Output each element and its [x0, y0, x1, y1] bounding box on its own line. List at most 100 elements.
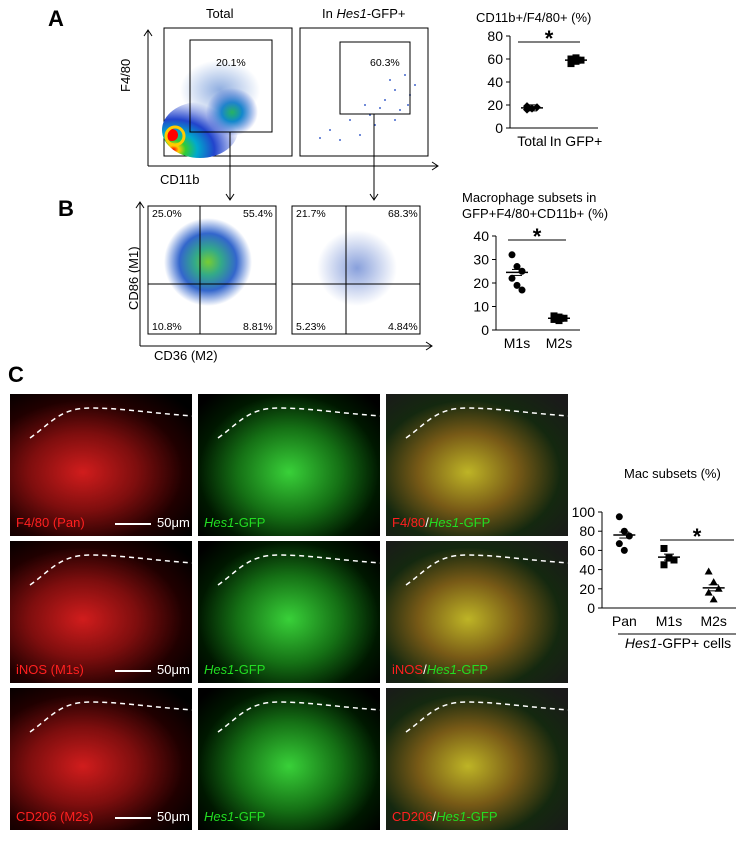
tissue-boundary [29, 701, 192, 733]
y-tick-label: 100 [572, 504, 596, 520]
data-point [518, 267, 526, 275]
y-tick-label: 40 [487, 74, 503, 90]
data-point [660, 561, 668, 569]
b2-ur: 68.3% [388, 208, 418, 220]
data-point [572, 54, 580, 62]
merge-gfp-suffix: -GFP [457, 662, 489, 677]
data-point [615, 513, 623, 521]
b2-lr: 4.84% [388, 321, 418, 333]
dashed-line [29, 407, 192, 439]
gfp-italic: Hes1 [204, 662, 235, 677]
tissue-boundary [217, 407, 380, 439]
panel-a-label: A [48, 6, 64, 31]
x-tick-label: M2s [700, 613, 726, 629]
significance-star: * [533, 224, 542, 249]
merge-gfp-italic: Hes1 [426, 662, 458, 677]
data-point [620, 527, 628, 535]
gate1-pct: 20.1% [216, 57, 246, 69]
x-tick-label: Total [517, 133, 547, 149]
merge-slash: / [432, 809, 437, 824]
merge-gfp-suffix: -GFP [459, 515, 491, 530]
data-point [620, 546, 628, 554]
data-point [518, 286, 526, 294]
data-point [567, 55, 575, 63]
data-point [709, 595, 718, 603]
plot-title-suffix: -GFP+ [366, 6, 406, 21]
micrograph-r3-c3: CD206/Hes1-GFP [386, 688, 568, 830]
micrograph-r2-c1: iNOS (M1s) 50μm [10, 541, 192, 683]
x-tick-label: In GFP+ [550, 133, 603, 149]
significance-star: * [693, 524, 702, 549]
chart-title: GFP+F4/80+CD11b+ (%) [462, 206, 608, 221]
data-point [513, 263, 521, 271]
plot-title-total: Total [206, 6, 234, 21]
x-tick-label: M2s [546, 335, 572, 351]
dashed-line [405, 407, 568, 439]
data-point [550, 312, 558, 320]
tissue-boundary [29, 554, 192, 586]
marker-label: F4/80 (Pan) [16, 515, 85, 530]
gfp-italic: Hes1 [204, 515, 235, 530]
dashed-line [29, 701, 192, 733]
micrograph-r1-c2: Hes1-GFP [198, 394, 380, 536]
panel-b-xlabel: CD36 (M2) [154, 348, 218, 363]
data-point [665, 554, 673, 562]
b1-lr: 8.81% [243, 321, 273, 333]
merge-gfp-italic: Hes1 [428, 515, 460, 530]
micrograph-label: iNOS/Hes1-GFP [392, 662, 488, 677]
plot-title-gfp: In Hes1-GFP+ [322, 6, 405, 21]
chart-c-xlabel: Hes1-GFP+ cells [625, 635, 731, 650]
merge-red-label: iNOS [392, 662, 424, 677]
gfp-dots [319, 74, 416, 141]
y-tick-label: 60 [579, 542, 595, 558]
data-point [508, 251, 516, 259]
b1-ul: 25.0% [152, 208, 182, 220]
chart-a: CD11b+/F4/80+ (%) 0 20 40 60 80 Total In GFP+ * [476, 10, 603, 149]
data-point [508, 274, 516, 282]
micrograph-r1-c1: F4/80 (Pan) 50μm [10, 394, 192, 536]
scale-bar: 50μm [115, 809, 190, 824]
merge-red-label: F4/80 [392, 515, 426, 530]
scale-bar-text: 50μm [157, 662, 190, 677]
panel-a-xlabel: CD11b [160, 172, 200, 187]
b2-ll: 5.23% [296, 321, 326, 333]
plot-title-italic: Hes1 [336, 6, 367, 21]
micrograph-label: F4/80 (Pan) [16, 515, 85, 530]
b1-ur: 55.4% [243, 208, 273, 220]
y-tick-label: 10 [473, 299, 489, 315]
data-point [513, 281, 521, 289]
tissue-boundary [217, 701, 380, 733]
significance-star: * [545, 26, 554, 51]
x-tick-label: M1s [504, 335, 530, 351]
scale-bar: 50μm [115, 662, 190, 677]
data-point [555, 313, 563, 321]
scale-bar-line [115, 669, 151, 672]
data-point [704, 567, 713, 575]
micrograph-r2-c2: Hes1-GFP [198, 541, 380, 683]
data-point [704, 588, 713, 596]
y-tick-label: 20 [473, 275, 489, 291]
data-point [660, 544, 668, 552]
dashed-line [217, 407, 380, 439]
marker-label: iNOS (M1s) [16, 662, 84, 677]
gfp-suffix: -GFP [234, 809, 266, 824]
marker-label: CD206 (M2s) [16, 809, 94, 824]
y-tick-label: 80 [579, 523, 595, 539]
panel-b-flow-axes [135, 201, 433, 351]
tissue-boundary [405, 701, 568, 733]
xlabel-italic: Hes1 [625, 635, 658, 650]
gate2-pct: 60.3% [370, 57, 400, 69]
data-point [709, 578, 718, 586]
b2-ul: 21.7% [296, 208, 326, 220]
data-point [555, 317, 563, 325]
micrograph-r1-c3: F4/80/Hes1-GFP [386, 394, 568, 536]
dashed-line [405, 701, 568, 733]
y-tick-label: 40 [473, 228, 489, 244]
scale-bar-text: 50μm [157, 809, 190, 824]
gfp-italic: Hes1 [204, 809, 235, 824]
gfp-suffix: -GFP [234, 515, 266, 530]
micrograph-label: Hes1-GFP [204, 662, 265, 677]
tissue-boundary [217, 554, 380, 586]
data-point [550, 315, 558, 323]
